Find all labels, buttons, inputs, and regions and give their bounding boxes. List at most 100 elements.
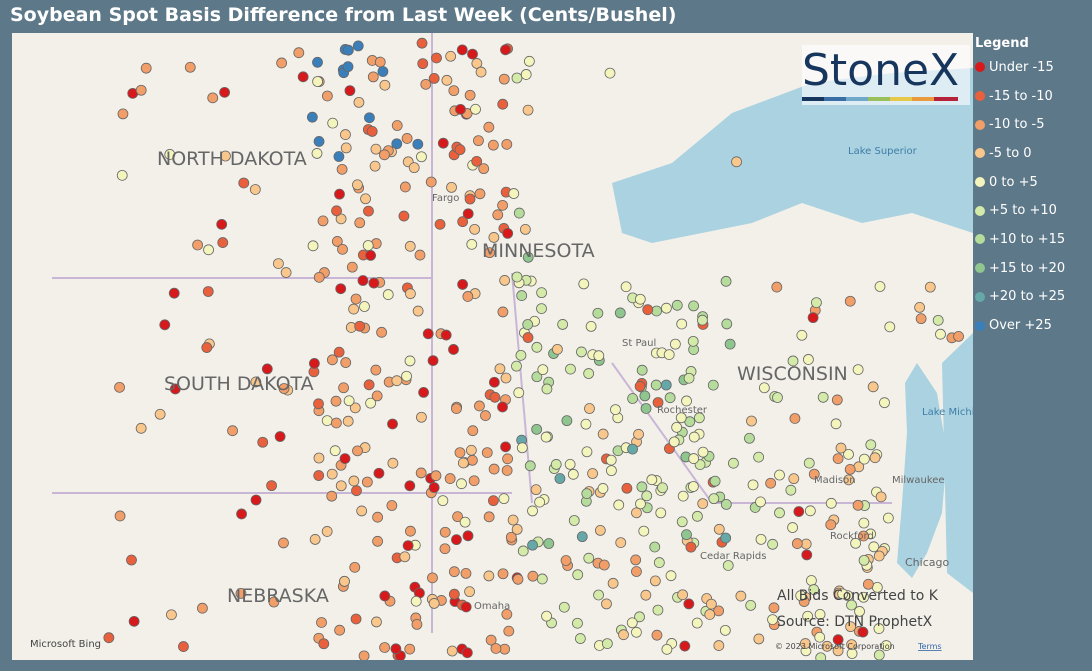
bid-dot bbox=[587, 468, 598, 479]
bid-dot bbox=[681, 529, 692, 541]
bid-dot bbox=[457, 457, 469, 469]
bid-dot bbox=[583, 552, 595, 564]
bid-dot bbox=[202, 286, 214, 297]
bid-dot bbox=[584, 403, 595, 414]
terms-link[interactable]: Terms bbox=[917, 642, 942, 651]
bid-dot bbox=[216, 218, 228, 230]
bid-dot bbox=[704, 609, 716, 620]
bid-dot bbox=[365, 250, 377, 261]
bid-dot bbox=[312, 56, 323, 68]
bid-dot bbox=[114, 381, 125, 393]
bid-dot bbox=[705, 598, 717, 610]
bid-dot bbox=[197, 602, 208, 614]
bid-dot bbox=[363, 379, 375, 391]
bid-dot bbox=[804, 505, 816, 517]
bid-dot bbox=[511, 72, 523, 84]
bid-dot bbox=[349, 402, 361, 414]
bid-dot bbox=[249, 184, 261, 195]
bid-dot bbox=[178, 641, 189, 652]
bid-dot bbox=[655, 507, 667, 519]
bid-dot bbox=[135, 84, 147, 96]
bid-dot bbox=[321, 415, 333, 427]
bid-dot bbox=[874, 281, 886, 292]
bid-dot bbox=[844, 463, 856, 475]
bid-dot bbox=[846, 599, 857, 611]
bid-dot bbox=[501, 608, 513, 620]
bid-dot bbox=[522, 332, 534, 343]
bid-dot bbox=[414, 249, 426, 261]
bid-dot bbox=[663, 349, 675, 361]
legend-label: +5 to +10 bbox=[989, 203, 1057, 219]
bid-dot bbox=[554, 473, 566, 484]
bid-dot bbox=[605, 454, 617, 466]
city-label: Rochester bbox=[657, 405, 708, 416]
bid-dot bbox=[621, 482, 633, 494]
bid-dot bbox=[537, 364, 549, 376]
bid-dot bbox=[520, 69, 532, 80]
bid-dot bbox=[765, 477, 777, 489]
bid-dot bbox=[687, 481, 699, 492]
bid-dot bbox=[512, 573, 524, 585]
bid-dot bbox=[500, 372, 512, 384]
bid-dot bbox=[350, 293, 362, 305]
bid-dot bbox=[485, 634, 497, 646]
bid-dot bbox=[268, 596, 280, 608]
bid-dot bbox=[483, 121, 495, 133]
bid-dot bbox=[250, 494, 262, 506]
bid-dot bbox=[880, 640, 892, 651]
bid-dot bbox=[309, 534, 321, 545]
bid-dot bbox=[640, 403, 652, 414]
bid-dot bbox=[116, 169, 128, 181]
bid-dot bbox=[471, 155, 483, 167]
bid-dot bbox=[808, 468, 820, 480]
bid-dot bbox=[564, 458, 576, 470]
bid-dot bbox=[454, 447, 466, 458]
bid-dot bbox=[720, 499, 732, 510]
bid-dot bbox=[364, 112, 375, 124]
bid-dot bbox=[796, 329, 808, 341]
bid-dot bbox=[457, 279, 469, 290]
city-label: St Paul bbox=[622, 338, 656, 349]
bid-dot bbox=[850, 537, 862, 549]
bid-dot bbox=[308, 358, 320, 369]
bid-dot bbox=[474, 188, 486, 200]
legend-item: +5 to +10 bbox=[975, 196, 1065, 225]
bid-dot bbox=[565, 363, 576, 375]
bid-dot bbox=[808, 584, 820, 595]
bid-dot bbox=[511, 523, 523, 535]
bid-dot bbox=[353, 96, 365, 108]
bid-dot bbox=[412, 305, 424, 317]
bid-dot bbox=[720, 275, 732, 287]
bid-dot bbox=[631, 566, 642, 577]
bid-dot bbox=[671, 421, 683, 433]
bid-dot bbox=[405, 288, 416, 300]
bid-dot bbox=[488, 463, 500, 475]
legend-label: 0 to +5 bbox=[989, 174, 1038, 190]
bid-dot bbox=[425, 176, 437, 188]
bid-dot bbox=[753, 451, 765, 463]
bid-dot bbox=[719, 624, 731, 636]
city-label: Madison bbox=[814, 475, 856, 486]
bid-dot bbox=[755, 496, 766, 508]
bid-dot bbox=[168, 287, 180, 299]
bid-dot bbox=[276, 57, 288, 69]
bid-dot bbox=[313, 271, 325, 283]
bid-dot bbox=[873, 623, 885, 634]
legend-swatch bbox=[975, 148, 985, 159]
bid-dot bbox=[636, 364, 648, 376]
copyright: © 2023 Microsoft Corporation bbox=[775, 642, 895, 651]
bid-dot bbox=[391, 375, 403, 387]
bid-dot bbox=[330, 417, 342, 429]
bid-dot bbox=[368, 277, 380, 289]
state-label: MINNESOTA bbox=[482, 240, 595, 262]
bid-dot bbox=[639, 390, 651, 402]
bid-dot bbox=[500, 441, 511, 453]
bid-dot bbox=[379, 642, 391, 653]
bid-dot bbox=[803, 354, 814, 365]
bid-dot bbox=[330, 395, 342, 407]
bid-dot bbox=[502, 227, 514, 239]
bid-dot bbox=[307, 240, 319, 252]
bid-dot bbox=[420, 78, 432, 90]
bid-dot bbox=[568, 515, 580, 526]
bid-dot bbox=[497, 199, 508, 211]
